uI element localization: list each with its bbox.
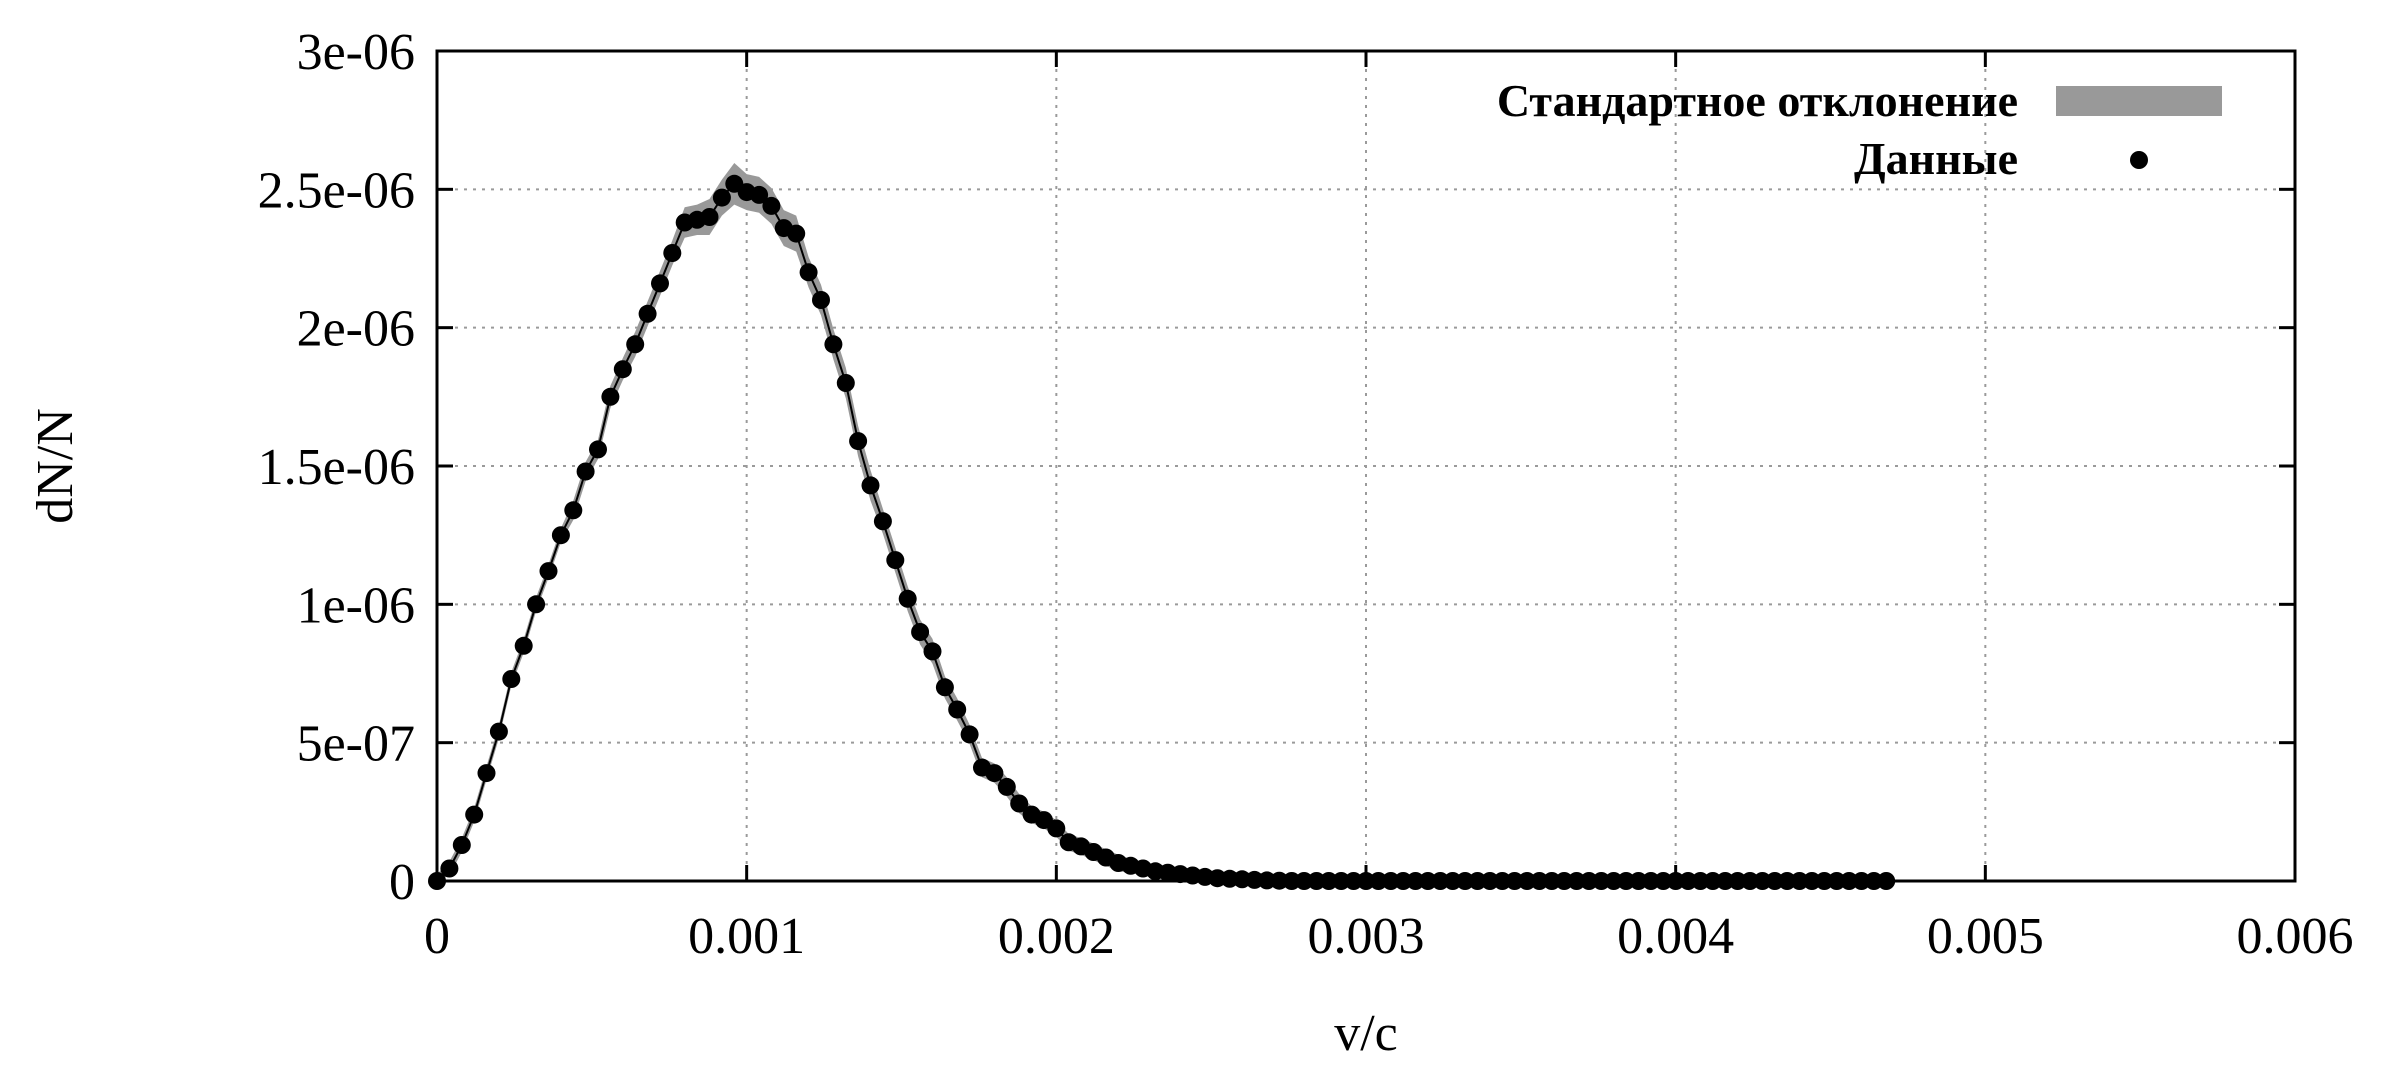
data-point: [551, 526, 570, 545]
x-axis-label: v/c: [1334, 1005, 1398, 1062]
legend: Стандартное отклонение Данные: [1497, 75, 2222, 184]
data-point: [799, 263, 818, 282]
legend-marker-data: [2130, 151, 2148, 169]
data-point: [911, 623, 930, 641]
data-point: [527, 595, 546, 614]
data-point: [886, 551, 905, 570]
data-point: [935, 678, 954, 697]
data-point: [812, 291, 830, 309]
y-tick-label: 1.5e-06: [258, 439, 415, 496]
legend-swatch-std: [2056, 86, 2222, 116]
data-point: [836, 374, 855, 392]
legend-label-data: Данные: [1854, 133, 2018, 184]
x-tick-label: 0: [424, 908, 450, 965]
y-tick-label: 3e-06: [297, 24, 415, 81]
y-tick-label: 2.5e-06: [258, 162, 415, 219]
data-point: [440, 859, 459, 878]
data-point: [638, 304, 657, 323]
legend-label-std: Стандартное отклонение: [1497, 75, 2018, 126]
data-point: [1010, 794, 1029, 813]
x-tick-label: 0.003: [1308, 908, 1425, 965]
data-point: [960, 725, 979, 744]
data-point: [601, 387, 620, 406]
x-tick-label: 0.005: [1927, 908, 2044, 965]
data-point: [589, 440, 607, 459]
x-tick-label: 0.001: [688, 908, 805, 965]
data-point: [849, 432, 868, 451]
data-point: [861, 476, 880, 495]
y-axis-label: dN/N: [27, 408, 84, 524]
data-point: [787, 224, 806, 243]
y-tick-label: 1e-06: [297, 577, 415, 634]
data-point: [1047, 819, 1066, 838]
data-point: [948, 700, 967, 719]
data-point: [477, 764, 496, 783]
x-tick-labels: 0 0.001 0.002 0.003 0.004 0.005 0.006: [424, 908, 2354, 965]
data-point: [700, 208, 719, 226]
data-point: [626, 335, 645, 354]
data-point: [997, 777, 1016, 796]
y-tick-label: 5e-07: [297, 716, 415, 773]
x-tick-label: 0.004: [1617, 908, 1734, 965]
y-tick-label: 2e-06: [297, 301, 415, 358]
data-point: [613, 360, 632, 379]
grid: [437, 51, 2295, 881]
data-point: [514, 636, 533, 655]
std-band: [437, 163, 1887, 881]
data-point: [762, 196, 781, 215]
data-point: [712, 188, 731, 207]
x-tick-label: 0.002: [998, 908, 1115, 965]
data-point: [824, 335, 843, 354]
data-point: [873, 512, 892, 531]
data-point: [489, 722, 508, 741]
data-point: [898, 589, 917, 608]
data-point: [663, 244, 682, 262]
x-tick-label: 0.006: [2237, 908, 2354, 965]
data-point: [465, 805, 484, 824]
axis-ticks: [435, 49, 2297, 883]
data-point: [502, 670, 521, 688]
data-point: [985, 764, 1004, 783]
data-point: [750, 185, 769, 204]
data-point: [452, 836, 471, 854]
data-point: [923, 642, 942, 661]
y-tick-labels: 0 5e-07 1e-06 1.5e-06 2e-06 2.5e-06 3e-06: [258, 24, 415, 911]
data-point: [539, 562, 558, 581]
data-point: [651, 274, 669, 293]
data-point: [564, 501, 583, 520]
y-tick-label: 0: [389, 854, 415, 911]
data-point: [576, 462, 595, 481]
std-deviation-band: [437, 163, 1887, 881]
